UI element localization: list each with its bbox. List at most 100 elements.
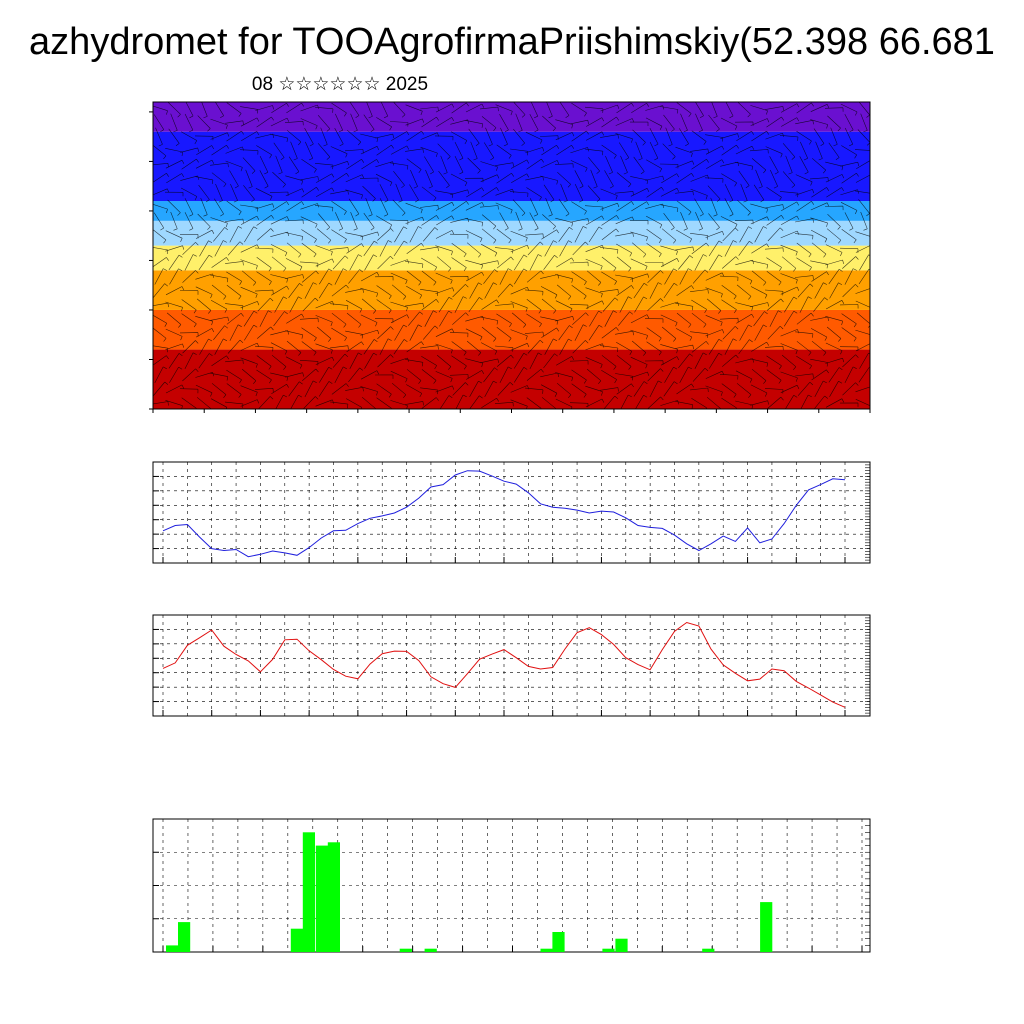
wind-barb [630,258,648,271]
wind-barb [376,144,394,156]
wind-barb [284,219,304,224]
wind-barb [304,128,314,147]
wind-barb [181,131,198,145]
wind-barb [661,228,677,244]
wind-barb [721,397,737,409]
wind-barb [466,271,485,282]
wind-barb [345,330,364,339]
wind-barb [377,255,394,270]
wind-barb [664,268,678,285]
wind-barb [259,170,269,189]
wind-barb [330,303,349,310]
wind-barb [496,256,514,269]
wind-barb [285,330,304,339]
wind-barb [529,212,539,231]
wind-barb [195,328,215,338]
wind-barb [585,343,605,351]
wind-barb [616,342,633,355]
wind-barb [185,102,194,119]
wind-barb [704,177,724,183]
wind-barb [514,268,528,285]
wind-barb [585,300,605,309]
wind-barb [454,141,464,161]
wind-barb [708,338,723,355]
wind-barb [510,301,528,312]
wind-barb [360,329,380,336]
wind-barb [481,187,499,198]
wind-barb [468,297,483,313]
wind-barb [466,370,485,380]
wind-barb [434,135,454,141]
wind-barb [455,394,467,409]
wind-barb [750,118,770,126]
wind-barb [269,191,289,197]
wind-barb [721,299,737,314]
wind-barb [630,176,649,185]
wind-barb [319,366,333,383]
wind-barb [451,201,469,212]
wind-barb [721,173,737,187]
wind-barb [376,383,392,398]
wind-barb [421,397,439,409]
wind-barb [600,247,619,254]
wind-barb [165,286,185,296]
wind-barb [288,156,300,175]
wind-barb [331,383,349,395]
wind-barb [405,302,424,308]
wind-barb [315,205,334,212]
wind-barb [708,213,720,231]
wind-barb [290,141,298,161]
wind-barb [859,352,870,369]
wind-barb [755,169,763,189]
wind-barb [511,173,530,183]
wind-barb [510,343,530,351]
wind-barb [750,384,768,397]
wind-barb [331,327,347,342]
wind-barb [555,119,573,129]
wind-barb [676,173,694,184]
wind-barb [705,385,723,396]
wind-barb [812,158,827,174]
wind-barb [256,145,272,159]
wind-barb [691,130,707,145]
wind-barb [555,217,573,227]
wind-barb [630,371,650,379]
wind-barb [751,130,770,142]
wind-barb [168,128,180,147]
wind-barb [827,115,841,132]
precip-bar [602,948,615,952]
wind-barb [300,104,320,112]
wind-barb [286,130,302,146]
wind-barb [284,121,304,126]
wind-barb [495,104,513,116]
wind-barb [481,326,497,342]
wind-barb [230,183,238,203]
wind-barb [556,382,572,398]
page-title: azhydromet for TOOAgrofirmaPriishimskiy(… [29,21,995,63]
wind-barb [184,352,197,370]
wind-barb [154,366,167,384]
wind-barb [844,127,854,147]
wind-barb [315,301,335,309]
wind-barb [316,326,332,342]
wind-barb [780,215,800,226]
wind-barb [164,191,184,197]
wind-barb [165,245,185,252]
wind-barb [379,198,389,217]
wind-barb [510,329,528,340]
wind-barb [227,339,244,354]
wind-barb [572,241,589,256]
wind-barb [722,256,739,269]
wind-barb [585,398,605,408]
wind-barb [556,145,575,156]
wind-barb [436,354,452,370]
wind-barb [690,331,709,338]
wind-barb [480,316,499,325]
wind-barb [465,218,484,227]
wind-barb [405,104,423,116]
wind-barb [751,158,767,174]
wind-barb [618,142,630,161]
wind-barb [647,396,664,409]
wind-barb [678,353,693,369]
wind-barb [169,366,183,383]
